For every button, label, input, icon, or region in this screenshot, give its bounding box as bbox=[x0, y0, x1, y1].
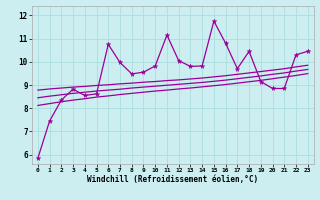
X-axis label: Windchill (Refroidissement éolien,°C): Windchill (Refroidissement éolien,°C) bbox=[87, 175, 258, 184]
